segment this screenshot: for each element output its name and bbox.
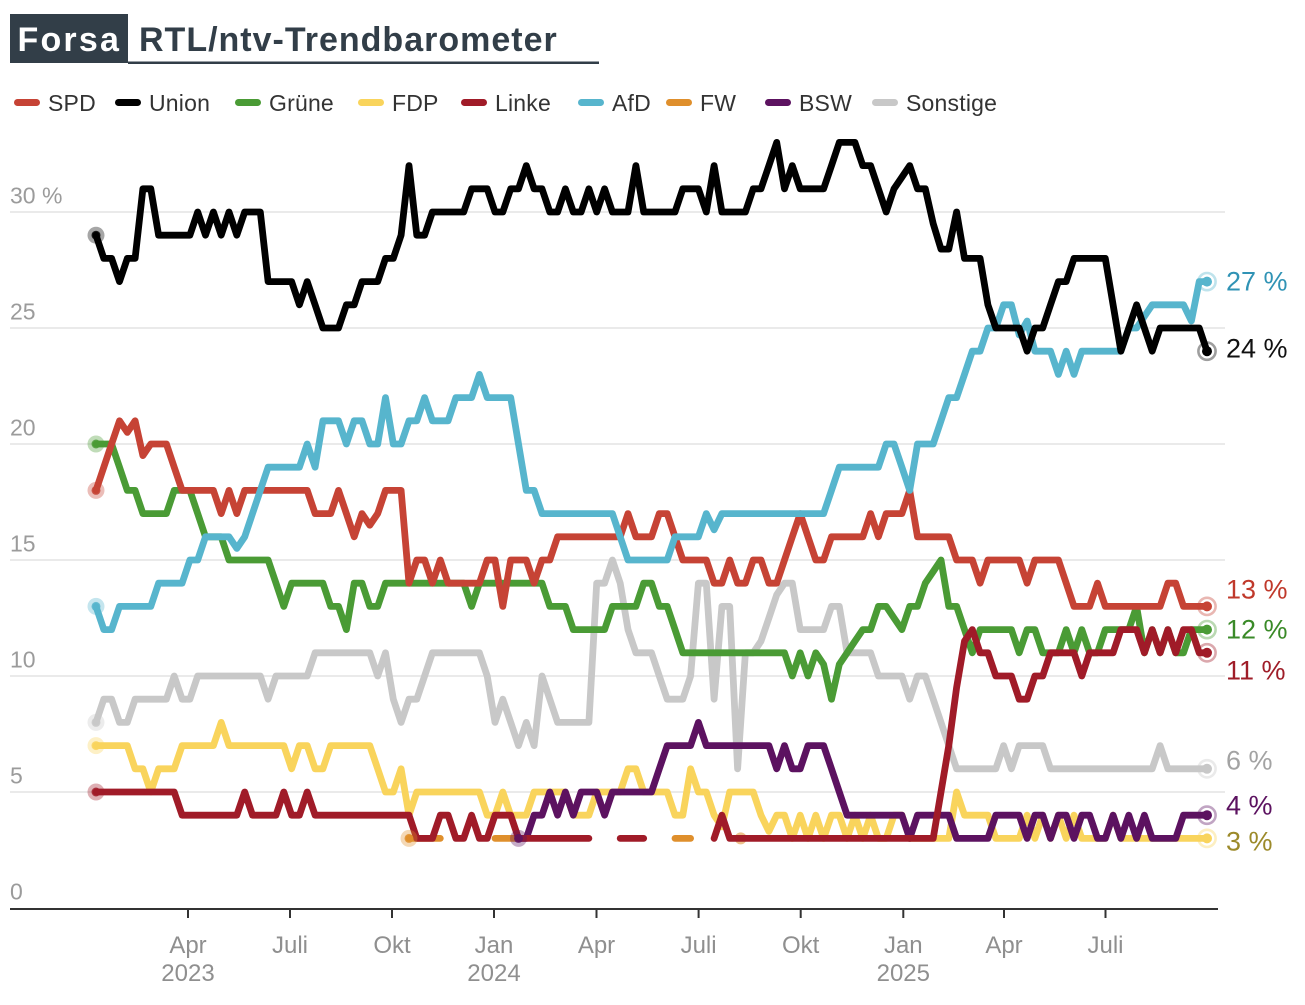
svg-text:25: 25 (10, 299, 36, 325)
svg-text:Sonstige: Sonstige (906, 90, 997, 116)
svg-text:3 %: 3 % (1226, 827, 1273, 857)
svg-text:Jan: Jan (475, 932, 514, 959)
svg-text:2024: 2024 (467, 960, 520, 987)
svg-text:Juli: Juli (681, 932, 717, 959)
svg-text:27 %: 27 % (1226, 267, 1288, 297)
svg-text:Juli: Juli (1087, 932, 1123, 959)
svg-text:BSW: BSW (799, 90, 852, 116)
svg-text:4 %: 4 % (1226, 791, 1273, 821)
svg-text:Okt: Okt (373, 932, 411, 959)
svg-text:Juli: Juli (272, 932, 308, 959)
svg-text:AfD: AfD (612, 90, 651, 116)
svg-text:6 %: 6 % (1226, 746, 1273, 776)
svg-text:Grüne: Grüne (269, 90, 334, 116)
svg-text:2025: 2025 (877, 960, 930, 987)
svg-text:12 %: 12 % (1226, 615, 1288, 645)
svg-text:30 %: 30 % (10, 183, 62, 209)
svg-text:5: 5 (10, 763, 23, 789)
svg-text:RTL/ntv-Trendbarometer: RTL/ntv-Trendbarometer (139, 21, 558, 59)
svg-text:Linke: Linke (495, 90, 551, 116)
svg-text:SPD: SPD (48, 90, 96, 116)
svg-text:15: 15 (10, 531, 36, 557)
svg-text:FW: FW (700, 90, 736, 116)
svg-text:Apr: Apr (985, 932, 1022, 959)
svg-text:Apr: Apr (578, 932, 615, 959)
svg-text:11 %: 11 % (1226, 656, 1286, 686)
svg-text:FDP: FDP (392, 90, 439, 116)
svg-text:Union: Union (149, 90, 210, 116)
svg-text:Forsa: Forsa (18, 21, 122, 59)
svg-text:2023: 2023 (161, 960, 214, 987)
svg-text:10: 10 (10, 647, 36, 673)
svg-text:24 %: 24 % (1226, 334, 1288, 364)
svg-text:Apr: Apr (169, 932, 206, 959)
svg-text:13 %: 13 % (1226, 575, 1288, 605)
svg-text:Okt: Okt (782, 932, 820, 959)
svg-text:Jan: Jan (884, 932, 923, 959)
svg-text:0: 0 (10, 879, 23, 905)
svg-text:20: 20 (10, 415, 36, 441)
